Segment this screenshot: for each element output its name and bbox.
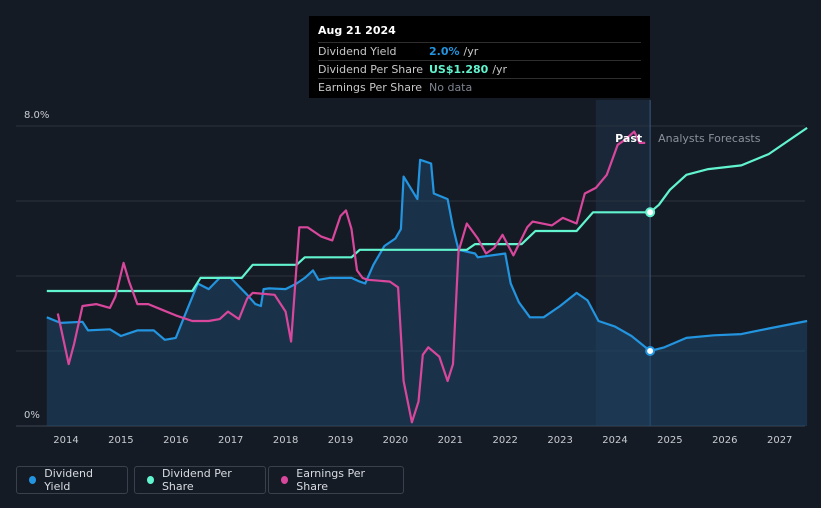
dividend-per-share-marker (645, 207, 656, 218)
y-tick-label: 8.0% (24, 110, 49, 121)
legend-label: Dividend Yield (44, 467, 94, 493)
x-tick-label: 2023 (547, 435, 572, 446)
legend-label: Dividend Per Share (161, 467, 232, 493)
tooltip-row-dividend-per-share: Dividend Per Share US$1.280 /yr (318, 60, 641, 78)
x-axis: 2014 2015 2016 2017 2018 2019 2020 2021 2022 2023… (53, 435, 792, 446)
legend-item-earnings-per-share[interactable]: Earnings Per Share (268, 466, 404, 494)
legend-item-dividend-per-share[interactable]: Dividend Per Share (134, 466, 266, 494)
y-tick-label: 0% (24, 410, 40, 421)
tooltip: Aug 21 2024 Dividend Yield 2.0% /yr Divi… (309, 16, 650, 98)
x-tick-label: 2018 (273, 435, 298, 446)
x-tick-label: 2022 (492, 435, 517, 446)
tooltip-value: No data (429, 81, 473, 94)
x-tick-label: 2026 (712, 435, 737, 446)
legend-dot-icon (147, 476, 154, 484)
y-axis: 8.0% 0% (24, 110, 49, 421)
tooltip-date: Aug 21 2024 (318, 24, 396, 37)
dividend-yield-marker (645, 346, 656, 356)
x-tick-label: 2014 (53, 435, 78, 446)
x-tick-label: 2024 (602, 435, 627, 446)
tooltip-row-dividend-yield: Dividend Yield 2.0% /yr (318, 42, 641, 60)
x-tick-label: 2021 (438, 435, 463, 446)
tooltip-unit: /yr (492, 63, 508, 76)
dividend-per-share-line (46, 126, 808, 293)
x-tick-label: 2015 (108, 435, 133, 446)
tooltip-row-earnings-per-share: Earnings Per Share No data (318, 78, 641, 96)
tooltip-label: Earnings Per Share (318, 81, 423, 94)
earnings-per-share-line (56, 130, 646, 424)
x-tick-label: 2019 (328, 435, 353, 446)
tooltip-label: Dividend Per Share (318, 63, 424, 76)
legend-dot-icon (29, 476, 37, 484)
x-tick-label: 2017 (218, 435, 243, 446)
dividend-yield-area (46, 159, 808, 427)
legend-label: Earnings Per Share (296, 467, 366, 493)
x-tick-label: 2025 (657, 435, 682, 446)
series-layer (46, 126, 808, 427)
x-tick-label: 2016 (163, 435, 188, 446)
legend-dot-icon (281, 476, 289, 484)
legend-item-dividend-yield[interactable]: Dividend Yield (16, 466, 128, 494)
tooltip-unit: /yr (463, 45, 479, 58)
tooltip-label: Dividend Yield (318, 45, 397, 58)
x-tick-label: 2027 (767, 435, 792, 446)
x-tick-label: 2020 (383, 435, 408, 446)
past-label: Past (615, 132, 642, 145)
forecast-label: Analysts Forecasts (658, 132, 761, 145)
tooltip-value: 2.0% (429, 45, 460, 58)
tooltip-value: US$1.280 (429, 63, 489, 76)
